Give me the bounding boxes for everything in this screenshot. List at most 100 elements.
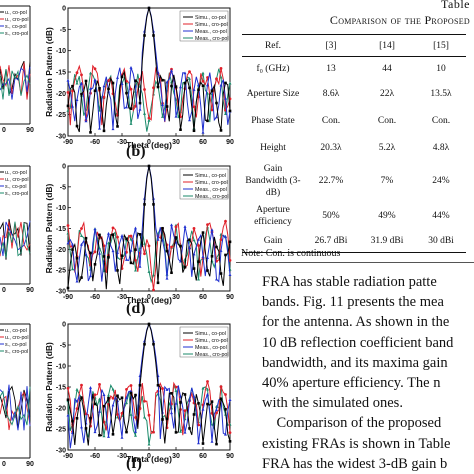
data-point — [111, 249, 115, 253]
legend-label: s., co-pol — [5, 342, 27, 348]
data-point — [201, 71, 205, 75]
data-point — [143, 415, 146, 419]
data-point — [134, 430, 137, 433]
data-point — [129, 389, 133, 393]
y-tick-label: 0 — [62, 6, 66, 13]
data-point — [107, 231, 110, 235]
partial-series — [0, 220, 31, 257]
x-tick-label: -90 — [63, 139, 73, 146]
data-point — [174, 85, 178, 88]
data-point — [129, 384, 133, 387]
x-tick-label: 0 — [2, 287, 6, 294]
data-point — [134, 248, 137, 251]
data-point — [116, 76, 119, 79]
table-row-label: Aperture Size — [246, 88, 300, 99]
data-point — [206, 392, 209, 396]
data-point — [197, 260, 200, 263]
data-point — [129, 248, 133, 252]
data-point — [111, 403, 115, 407]
data-point — [107, 255, 110, 259]
data-point — [152, 342, 155, 346]
data-point — [102, 434, 106, 438]
data-point — [228, 81, 232, 85]
data-point — [206, 269, 209, 272]
data-point — [188, 427, 191, 430]
data-point — [66, 386, 70, 390]
data-point — [201, 231, 205, 234]
data-point — [174, 225, 178, 229]
legend-label: u., cro-pol — [5, 335, 29, 341]
data-point — [152, 273, 155, 277]
data-point — [179, 244, 182, 248]
data-point — [197, 244, 200, 247]
data-point — [80, 396, 83, 399]
legend-label: s., co-pol — [5, 184, 27, 190]
data-point — [215, 245, 218, 249]
x-tick-label: 90 — [26, 461, 34, 468]
data-point — [75, 279, 79, 283]
data-point — [80, 383, 83, 387]
data-point — [219, 385, 223, 388]
data-point — [224, 235, 227, 239]
y-tick-label: -25 — [56, 268, 66, 275]
x-tick-label: 60 — [199, 294, 207, 301]
data-point — [197, 237, 200, 241]
x-tick-label: -90 — [63, 294, 73, 301]
data-point — [66, 224, 70, 227]
data-point — [179, 85, 182, 89]
data-point — [98, 251, 101, 255]
radiation-plot-b: -90 -60 -30 0 30 60 90 0 -5 -10 -15 -20 -25 -30 Theta … — [34, 0, 234, 150]
data-point — [152, 34, 155, 37]
data-point — [125, 105, 128, 109]
data-point — [66, 413, 70, 417]
table-row-label: f₀ (GHz) — [256, 63, 290, 74]
legend-label: u., cro-pol — [5, 17, 29, 23]
table-cell: 44 — [382, 63, 392, 74]
y-tick-label: -15 — [56, 385, 66, 392]
x-tick-label: -30 — [117, 139, 127, 146]
legend-label: Simu., co-pol — [195, 173, 226, 179]
legend-label: s., cro-pol — [5, 349, 28, 355]
data-point — [75, 388, 79, 391]
table-cell: 10 — [436, 63, 446, 74]
data-point — [224, 219, 227, 223]
data-point — [120, 435, 124, 439]
data-point — [138, 264, 142, 268]
data-point — [165, 105, 169, 108]
data-point — [129, 122, 133, 125]
data-point — [215, 411, 218, 415]
data-point — [206, 76, 209, 79]
data-point — [152, 86, 155, 90]
data-point — [102, 84, 106, 88]
data-point — [75, 399, 79, 403]
data-point — [120, 82, 124, 85]
data-point — [179, 259, 182, 263]
x-tick-label: 60 — [199, 139, 207, 146]
data-point — [228, 109, 232, 113]
data-point — [111, 81, 115, 85]
data-point — [179, 394, 182, 398]
data-point — [161, 226, 164, 230]
data-point — [219, 67, 223, 70]
legend-label: Meas., co-pol — [195, 187, 227, 193]
data-point — [219, 83, 223, 87]
data-point — [89, 87, 92, 90]
y-tick-label: -20 — [56, 91, 66, 98]
data-point — [134, 226, 137, 230]
data-point — [102, 404, 106, 408]
table-row: Aperture Size 8.6λ 22λ 13.5λ — [242, 81, 466, 107]
data-point — [71, 84, 74, 88]
x-tick-label: -30 — [117, 453, 127, 460]
x-tick-label: 60 — [199, 453, 207, 460]
partial-series — [0, 68, 31, 100]
data-point — [71, 242, 74, 246]
x-tick-label: -60 — [90, 453, 100, 460]
table-cell: Con. — [431, 115, 451, 126]
data-point — [71, 419, 74, 423]
x-tick-label: -60 — [90, 139, 100, 146]
table-cell: Con. — [377, 115, 397, 126]
table-cell: 20.3λ — [320, 142, 342, 153]
data-point — [102, 244, 106, 248]
data-point — [116, 235, 119, 239]
data-point — [174, 385, 178, 389]
